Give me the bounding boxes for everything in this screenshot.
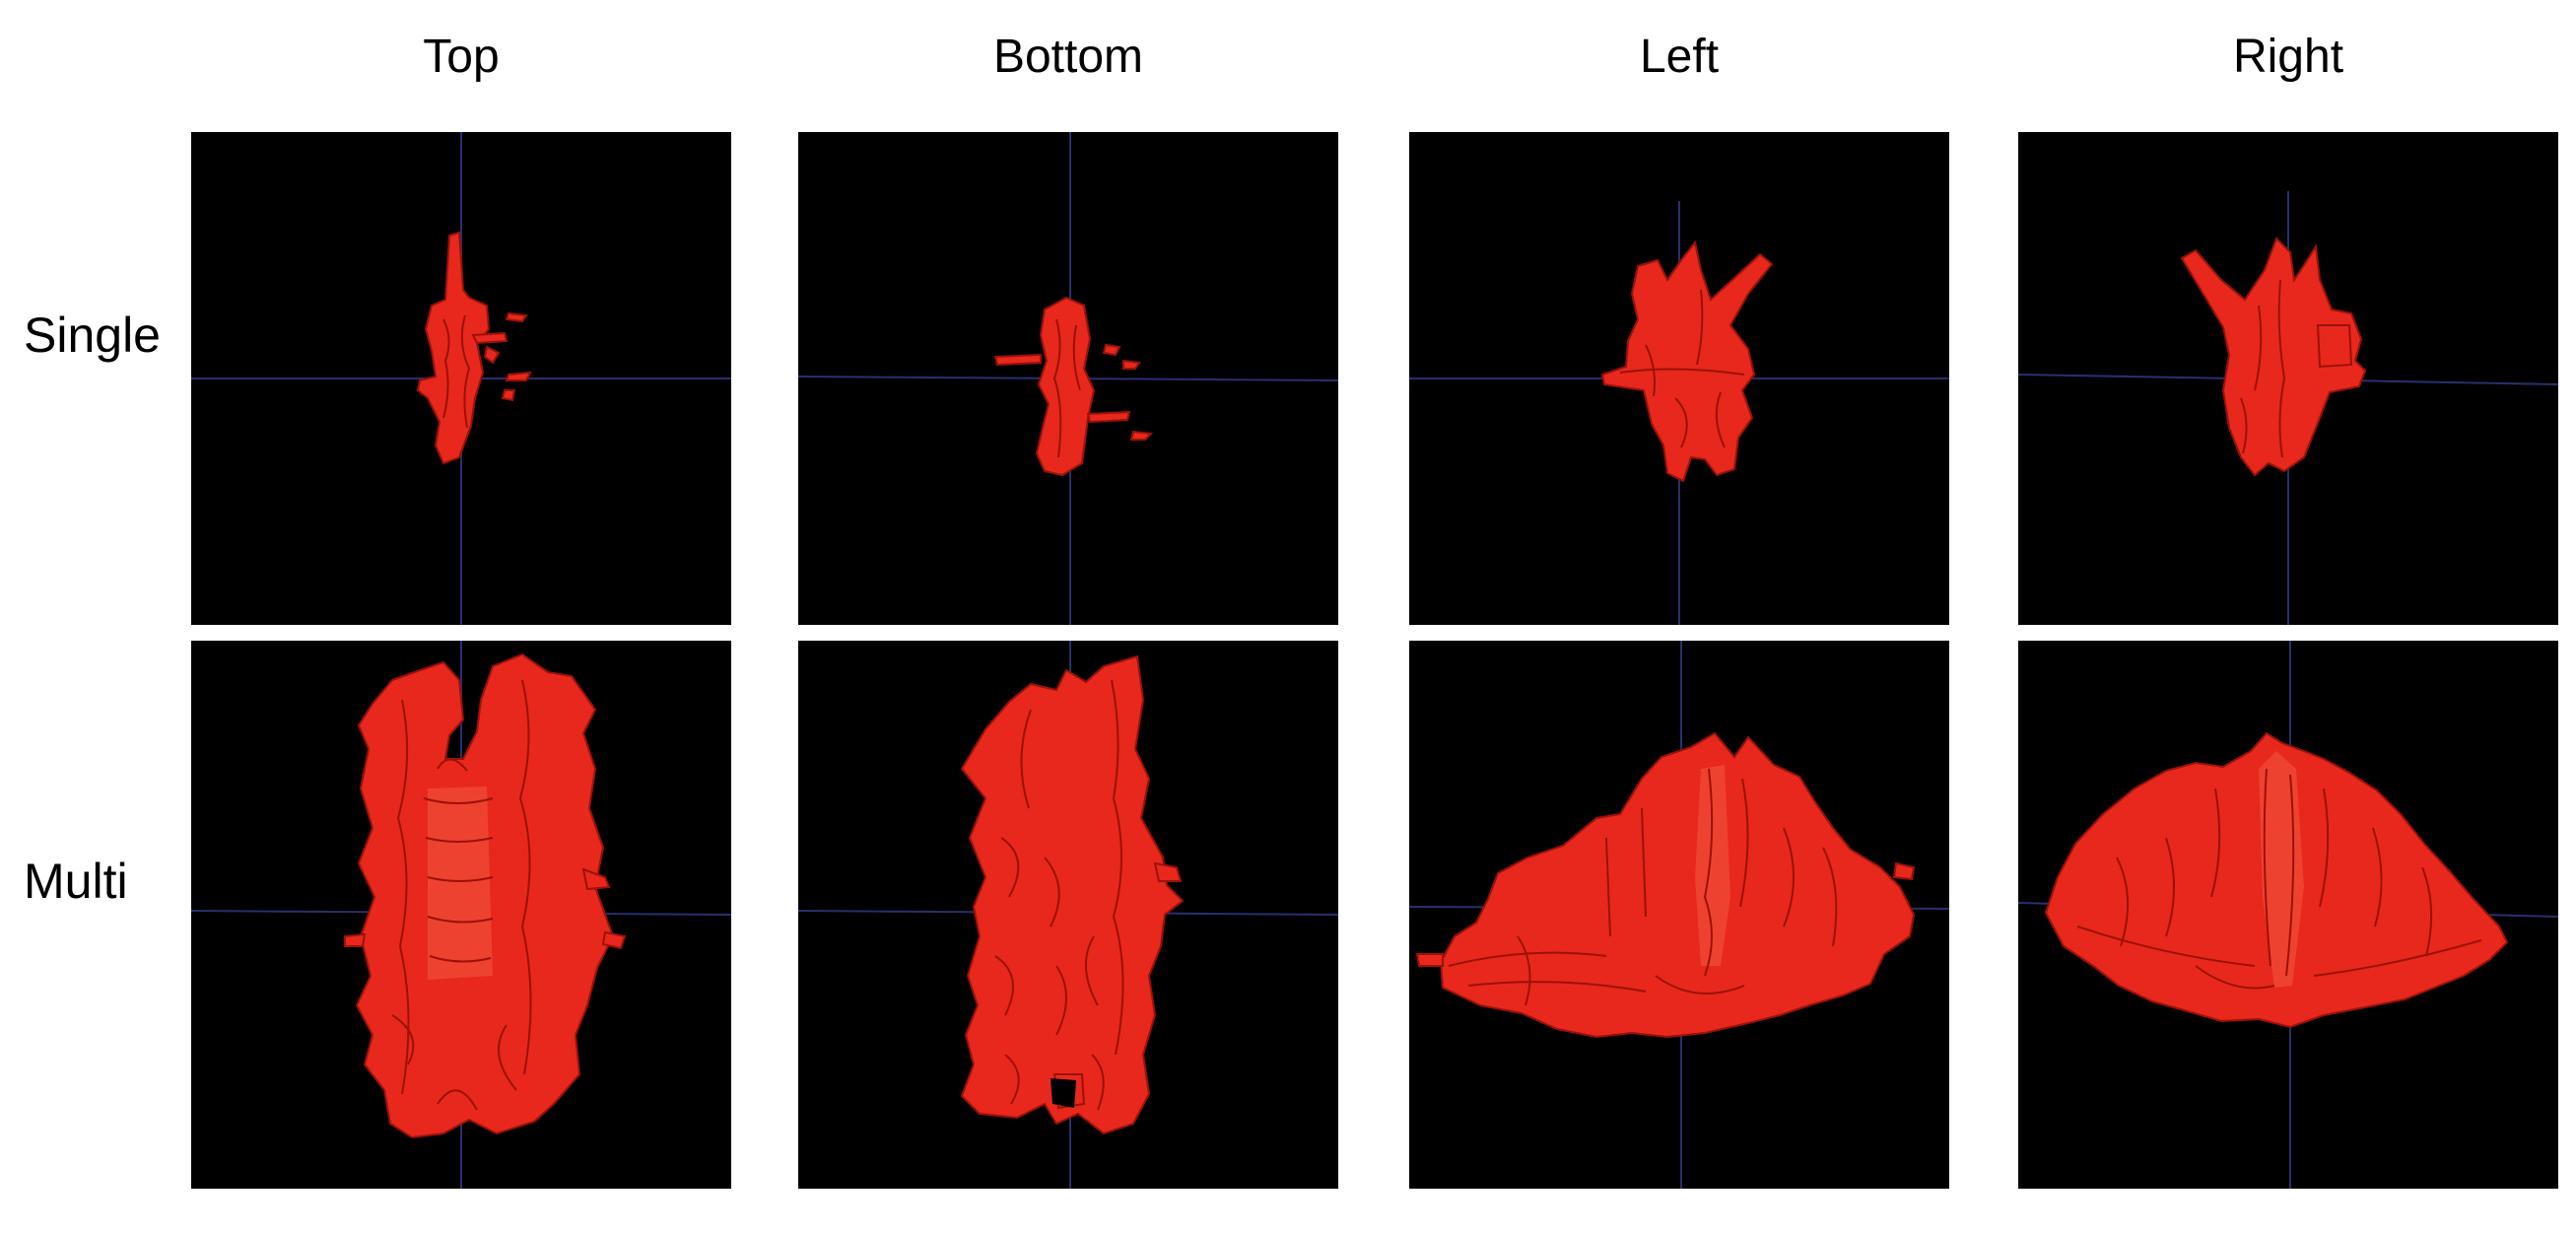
panel-multi-top — [191, 641, 731, 1189]
central-highlight — [428, 787, 493, 980]
panel-single-bottom — [798, 132, 1338, 625]
surface-creases — [1619, 289, 1745, 448]
panel-single-right — [2018, 132, 2558, 625]
red-structure — [2180, 237, 2367, 477]
red-structure — [1415, 731, 1916, 1039]
column-label-bottom: Bottom — [992, 31, 1144, 83]
surface-creases — [391, 679, 532, 1111]
render-multi-left — [1409, 641, 1949, 1189]
structure-gap — [1051, 1078, 1076, 1108]
render-single-right — [2018, 191, 2558, 625]
panel-multi-left — [1409, 641, 1949, 1189]
render-multi-bottom — [798, 641, 1338, 1189]
red-structure — [993, 296, 1154, 477]
row-label-multi: Multi — [24, 854, 128, 909]
surface-creases — [2076, 768, 2482, 990]
panel-multi-bottom — [798, 641, 1338, 1189]
surface-creases — [1052, 318, 1081, 458]
render-single-top — [191, 132, 731, 625]
surface-creases — [442, 314, 471, 429]
render-multi-top — [191, 641, 731, 1189]
surface-creases — [994, 679, 1124, 1111]
panel-single-left — [1409, 132, 1949, 625]
column-label-top: Top — [423, 31, 500, 83]
surface-creases — [1448, 768, 1838, 1006]
red-structure — [416, 231, 532, 465]
panel-single-top — [191, 132, 731, 625]
render-single-bottom — [798, 132, 1338, 625]
render-multi-right — [2018, 641, 2558, 1189]
column-label-left: Left — [1639, 31, 1720, 83]
row-label-single: Single — [24, 308, 161, 363]
central-highlight — [1695, 765, 1730, 966]
red-structure — [960, 654, 1185, 1135]
column-label-right: Right — [2232, 31, 2344, 83]
surface-creases — [2240, 279, 2353, 458]
panel-multi-right — [2018, 641, 2558, 1189]
render-single-left — [1409, 201, 1949, 625]
red-structure — [1600, 240, 1774, 483]
